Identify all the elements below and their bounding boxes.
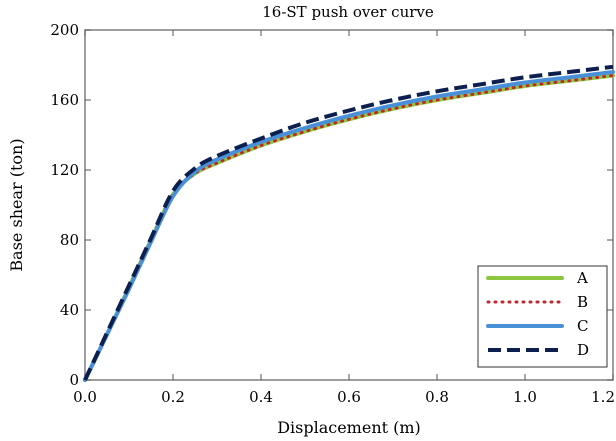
series-line-c bbox=[83, 70, 615, 382]
y-axis-label: Base shear (ton) bbox=[7, 138, 26, 271]
y-tick-label: 0 bbox=[69, 371, 79, 389]
x-tick-label: 0.6 bbox=[337, 388, 361, 406]
y-tick-label: 80 bbox=[60, 231, 79, 249]
legend-label-c: C bbox=[577, 317, 588, 335]
legend-label-d: D bbox=[577, 341, 589, 359]
x-tick-label: 0.2 bbox=[161, 388, 185, 406]
chart-title: 16-ST push over curve bbox=[262, 3, 434, 21]
plot-area bbox=[83, 64, 615, 382]
x-tick-label: 1.2 bbox=[591, 388, 615, 406]
y-tick-label: 160 bbox=[50, 91, 79, 109]
y-tick-label: 40 bbox=[60, 301, 79, 319]
legend-label-a: A bbox=[576, 269, 588, 287]
y-tick-label: 120 bbox=[50, 161, 79, 179]
x-axis: 0.0 0.2 0.4 0.6 0.8 1.0 1.2 bbox=[73, 30, 615, 406]
x-axis-label: Displacement (m) bbox=[277, 418, 421, 437]
x-tick-label: 0.8 bbox=[425, 388, 449, 406]
y-axis: 0 40 80 120 160 200 bbox=[50, 21, 613, 389]
x-tick-label: 0.4 bbox=[249, 388, 273, 406]
series-line-d bbox=[83, 64, 614, 381]
legend-label-b: B bbox=[577, 293, 588, 311]
x-tick-label: 1.0 bbox=[513, 388, 537, 406]
y-tick-label: 200 bbox=[50, 21, 79, 39]
x-tick-label: 0.0 bbox=[73, 388, 97, 406]
series-line-b bbox=[83, 74, 615, 382]
